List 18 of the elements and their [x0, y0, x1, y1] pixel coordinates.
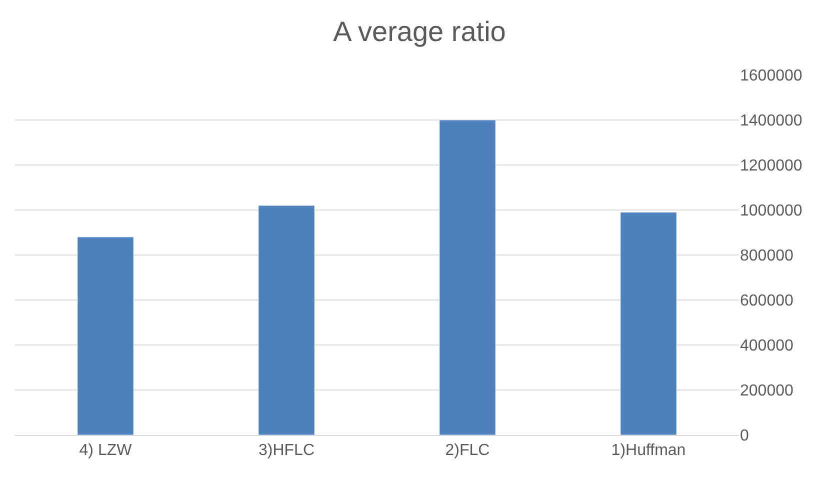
y-tick-label: 1200000 — [740, 158, 802, 175]
y-tick-label: 800000 — [740, 248, 794, 265]
y-tick-label: 0 — [740, 428, 749, 445]
y-tick-label: 1600000 — [740, 68, 802, 85]
bar — [439, 120, 496, 435]
x-tick-label: 2)FLC — [445, 442, 490, 460]
y-tick-label: 1000000 — [740, 202, 802, 220]
x-tick-label: 1)Huffman — [611, 442, 686, 460]
y-tick-label: 200000 — [740, 382, 794, 400]
y-tick-label: 600000 — [740, 292, 794, 310]
x-tick-label: 4) LZW — [79, 442, 133, 460]
y-tick-label: 1400000 — [740, 112, 802, 130]
bar — [258, 205, 315, 435]
chart-title: A verage ratio — [333, 16, 506, 48]
bar — [77, 236, 134, 435]
bar — [620, 212, 677, 435]
x-tick-label: 3)HFLC — [258, 442, 315, 460]
y-tick-label: 400000 — [740, 338, 794, 355]
